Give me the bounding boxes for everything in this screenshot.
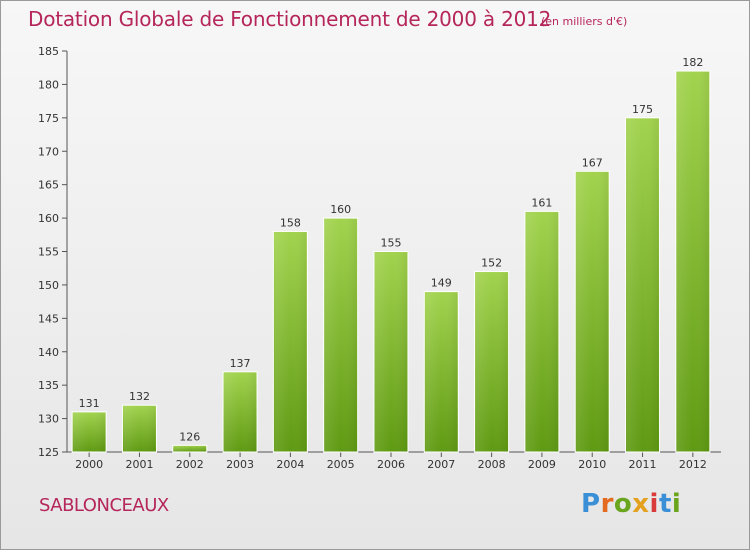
x-tick-label: 2007 <box>427 458 455 471</box>
x-tick-label: 2008 <box>478 458 506 471</box>
y-tick-label: 145 <box>38 312 59 325</box>
x-tick-label: 2010 <box>578 458 606 471</box>
data-label: 167 <box>582 156 603 169</box>
chart-title: Dotation Globale de Fonctionnement de 20… <box>28 7 552 31</box>
bar-shine <box>676 72 709 453</box>
bar-shine <box>425 292 458 452</box>
bar-shine <box>576 172 609 453</box>
data-label: 126 <box>179 430 200 443</box>
x-tick-label: 2001 <box>125 458 153 471</box>
y-tick-label: 185 <box>38 45 59 58</box>
bar-shine <box>274 232 307 452</box>
y-tick-label: 175 <box>38 112 59 125</box>
data-label: 155 <box>381 237 402 250</box>
data-label: 152 <box>481 257 502 270</box>
bar-shine <box>123 406 156 452</box>
bar-shine <box>525 212 558 452</box>
y-tick-label: 135 <box>38 379 59 392</box>
data-label: 161 <box>531 196 552 209</box>
bar-shine <box>626 118 659 452</box>
x-axis: 2000 2001 2002 2003 2004 2005 2006 2007 2008 2009… <box>67 451 721 471</box>
y-tick-label: 130 <box>38 413 59 426</box>
y-axis: 125 130 135 140 145 150 155 160 165 170 175 180 185 <box>38 45 68 459</box>
x-tick-label: 2000 <box>75 458 103 471</box>
data-label: 149 <box>431 277 452 290</box>
x-tick-label: 2005 <box>327 458 355 471</box>
data-label: 182 <box>682 56 703 69</box>
x-tick-label: 2006 <box>377 458 405 471</box>
x-tick-label: 2002 <box>176 458 204 471</box>
data-label: 137 <box>230 357 251 370</box>
y-tick-label: 125 <box>38 446 59 459</box>
x-tick-label: 2011 <box>629 458 657 471</box>
x-tick-label: 2012 <box>679 458 707 471</box>
bar-shine <box>475 272 508 452</box>
x-tick-label: 2004 <box>276 458 304 471</box>
bar-shine <box>324 219 357 452</box>
data-label: 160 <box>330 203 351 216</box>
bar-shine <box>375 252 407 452</box>
commune-name: SABLONCEAUX <box>39 495 169 516</box>
y-tick-label: 150 <box>38 279 59 292</box>
data-label: 175 <box>632 103 653 116</box>
y-tick-label: 160 <box>38 212 59 225</box>
y-tick-label: 180 <box>38 78 59 91</box>
x-tick-label: 2003 <box>226 458 254 471</box>
bar-shine <box>224 372 257 452</box>
data-label: 158 <box>280 216 301 229</box>
data-labels: 131 132 126 137 158 160 155 149 152 161 167 175 182 <box>79 56 704 443</box>
chart-subtitle: (en milliers d'€) <box>541 15 628 28</box>
proxiti-logo: Proxiti <box>581 489 682 519</box>
data-label: 131 <box>79 397 100 410</box>
y-tick-label: 170 <box>38 145 59 158</box>
y-tick-label: 165 <box>38 179 59 192</box>
x-tick-label: 2009 <box>528 458 556 471</box>
data-label: 132 <box>129 390 150 403</box>
bar-shine <box>173 446 206 452</box>
bar-shine <box>73 412 106 452</box>
bars <box>71 70 711 453</box>
y-tick-label: 155 <box>38 246 59 259</box>
y-tick-label: 140 <box>38 346 59 359</box>
